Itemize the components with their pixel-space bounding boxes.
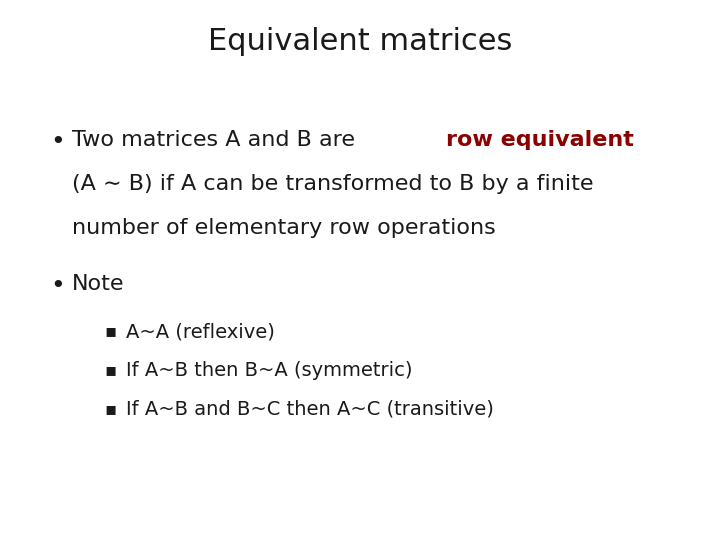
Text: Note: Note	[72, 273, 125, 294]
Text: number of elementary row operations: number of elementary row operations	[72, 218, 496, 238]
Text: Two matrices A and B are: Two matrices A and B are	[72, 130, 362, 150]
Text: ▪: ▪	[104, 400, 117, 418]
Text: If A~B then B~A (symmetric): If A~B then B~A (symmetric)	[126, 361, 413, 380]
Text: ▪: ▪	[104, 361, 117, 379]
Text: A~A (reflexive): A~A (reflexive)	[126, 322, 275, 341]
Text: ▪: ▪	[104, 322, 117, 340]
Text: •: •	[50, 273, 65, 298]
Text: (A ∼ B) if A can be transformed to B by a finite: (A ∼ B) if A can be transformed to B by …	[72, 174, 593, 194]
Text: row equivalent: row equivalent	[446, 130, 634, 150]
Text: •: •	[50, 130, 65, 153]
Text: If A~B and B~C then A~C (transitive): If A~B and B~C then A~C (transitive)	[126, 400, 494, 419]
Text: Equivalent matrices: Equivalent matrices	[208, 27, 512, 56]
